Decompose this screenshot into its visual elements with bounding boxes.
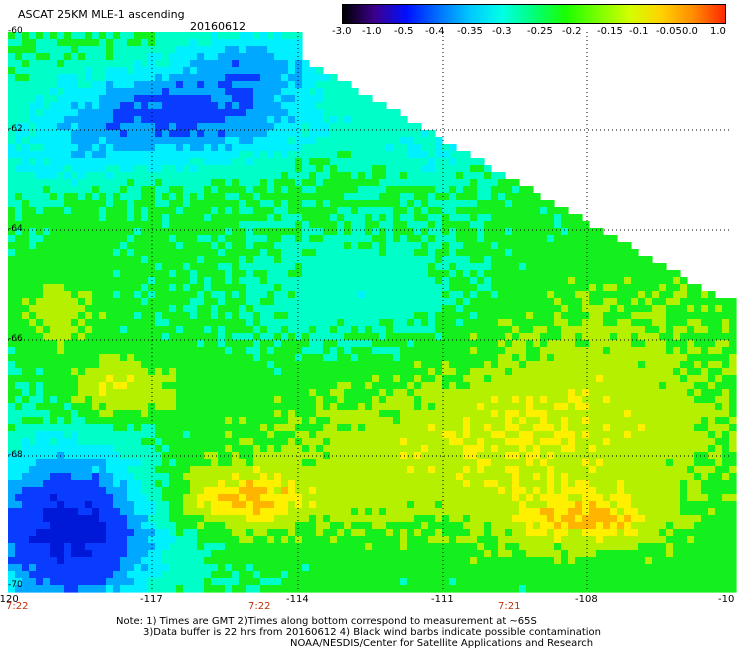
colorbar-label: -0.3	[492, 26, 512, 37]
colorbar-label: -0.35	[457, 26, 483, 37]
lon-label: -10	[718, 594, 735, 605]
colorbar-label: -0.4	[425, 26, 445, 37]
lon-label: -120	[0, 594, 19, 605]
time-label: 7:22	[248, 601, 271, 612]
lat-label: -60	[8, 26, 23, 36]
note-line-1: Note: 1) Times are GMT 2)Times along bot…	[116, 616, 537, 627]
colorbar-label: -3.0	[332, 26, 352, 37]
lon-label: -114	[286, 594, 309, 605]
note-line-3: NOAA/NESDIS/Center for Satellite Applica…	[290, 638, 594, 649]
product-title: ASCAT 25KM MLE-1 ascending	[18, 8, 185, 21]
lat-label: -62	[8, 124, 23, 134]
colorbar-label: -0.15	[597, 26, 623, 37]
note-line-2: 3)Data buffer is 22 hrs from 20160612 4)…	[143, 627, 601, 638]
lat-label: -70	[8, 580, 23, 590]
colorbar-label: 0.0	[682, 26, 698, 37]
colorbar-label: -1.0	[362, 26, 382, 37]
colorbar-label: -0.05	[656, 26, 682, 37]
colorbar-label: 1.0	[710, 26, 726, 37]
time-label: 7:22	[6, 601, 29, 612]
colorbar-label: -0.1	[629, 26, 649, 37]
time-label: 7:21	[498, 601, 521, 612]
colorbar-gradient	[343, 5, 725, 23]
lon-label: -117	[140, 594, 163, 605]
lat-label: -66	[8, 334, 23, 344]
lat-label: -64	[8, 224, 23, 234]
lon-label: -111	[431, 594, 454, 605]
date-label: 20160612	[190, 20, 246, 33]
lat-label: -68	[8, 450, 23, 460]
colorbar-label: -0.2	[562, 26, 582, 37]
colorbar-label: -0.25	[527, 26, 553, 37]
colorbar	[342, 4, 726, 24]
colorbar-label: -0.5	[394, 26, 414, 37]
lon-label: -108	[575, 594, 598, 605]
